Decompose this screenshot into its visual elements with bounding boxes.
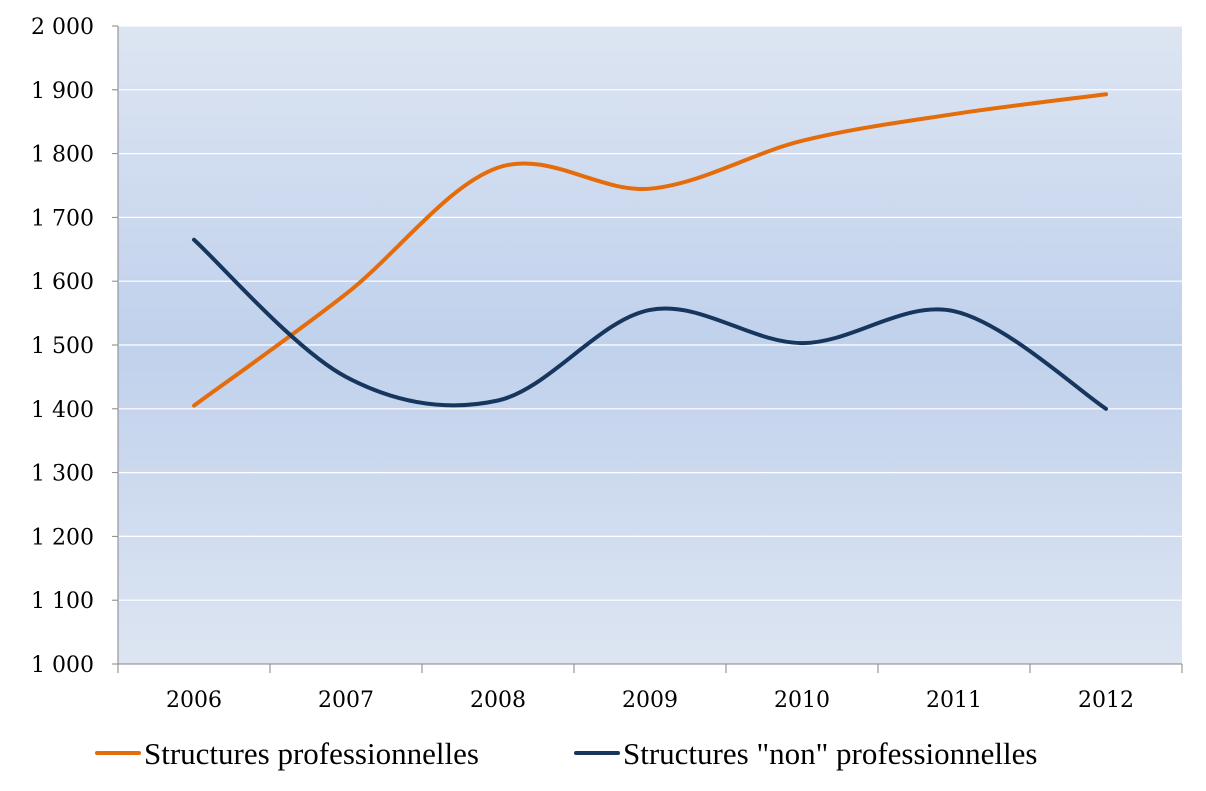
x-axis-tick-label: 2011 (926, 688, 982, 713)
legend-label-2: Structures "non" professionnelles (623, 736, 1037, 771)
y-axis-tick-label: 1 300 (31, 462, 94, 487)
gridlines (118, 25, 1182, 601)
series-line-1 (192, 92, 1108, 408)
y-axis-tick-label: 1 900 (31, 79, 94, 104)
x-axis-tick-label: 2008 (470, 688, 526, 713)
y-axis-tick-label: 1 200 (31, 525, 94, 550)
x-axis-tick-label: 2007 (318, 688, 374, 713)
y-axis-tick-label: 1 700 (31, 206, 94, 231)
y-axis-tick-label: 1 100 (31, 589, 94, 614)
y-axis-tick-label: 1 800 (31, 143, 94, 168)
y-axis-tick-label: 1 400 (31, 398, 94, 423)
y-axis-tick-label: 1 000 (31, 653, 94, 678)
legend-label-1: Structures professionnelles (144, 736, 479, 771)
y-axis-tick-label: 2 000 (31, 15, 94, 40)
y-axis-tick-labels: 1 000 1 100 1 200 1 300 1 400 1 500 1 600 1 700… (31, 15, 94, 678)
series-lines (192, 92, 1108, 411)
axes (112, 25, 1183, 673)
legend: Structures professionnelles Structures "n… (95, 736, 1037, 771)
x-axis-tick-label: 2006 (166, 688, 222, 713)
x-axis-tick-label: 2012 (1078, 688, 1134, 713)
series-line-2 (192, 237, 1108, 411)
y-axis-tick-label: 1 500 (31, 334, 94, 359)
y-axis-tick-label: 1 600 (31, 270, 94, 295)
x-axis-tick-label: 2009 (622, 688, 678, 713)
x-axis-tick-label: 2010 (774, 688, 830, 713)
x-axis-tick-labels: 2006 2007 2008 2009 2010 2011 2012 (166, 688, 1134, 713)
